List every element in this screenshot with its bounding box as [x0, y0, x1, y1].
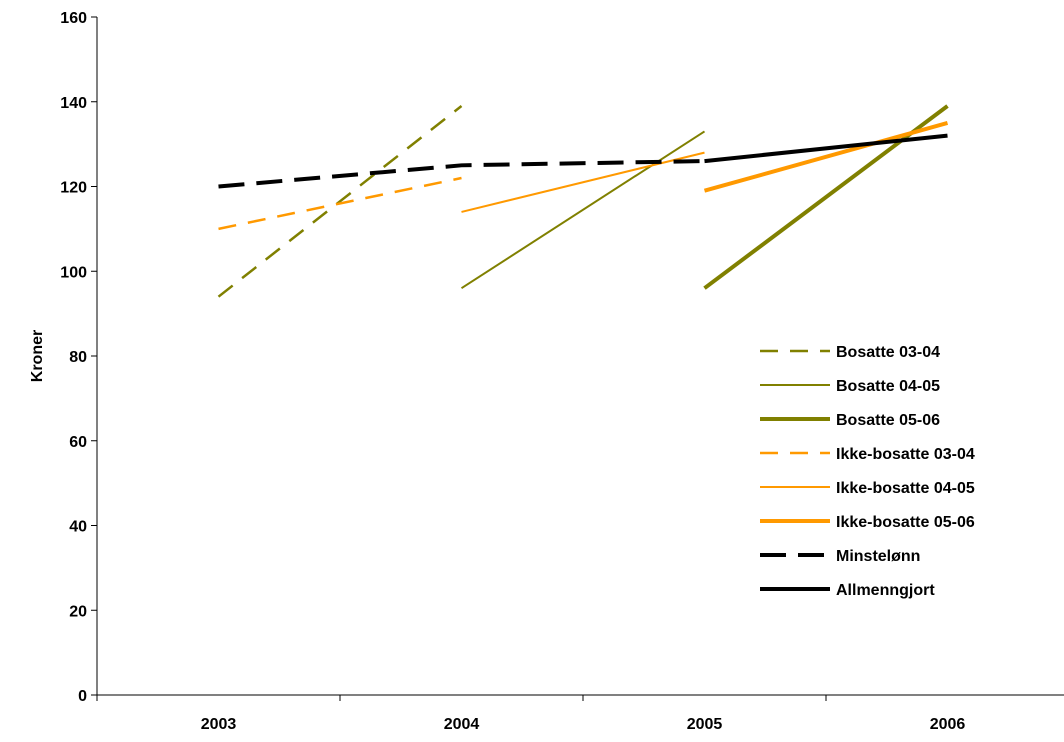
- y-tick-label: 100: [60, 264, 87, 281]
- series-line-1: [217, 105, 463, 298]
- series-line-7: [218, 159, 705, 189]
- legend-label: Bosatte 04-05: [836, 378, 940, 395]
- y-axis-title: Kroner: [29, 330, 46, 382]
- series-line-2: [460, 130, 706, 290]
- legend: Bosatte 03-04 Bosatte 04-05 Bosatte 05-06 I…: [760, 344, 975, 599]
- y-tick-label: 0: [78, 688, 87, 705]
- legend-label: Ikke-bosatte 04-05: [836, 480, 975, 497]
- x-tick-label: 2003: [201, 716, 237, 733]
- legend-label: Minstelønn: [836, 548, 920, 565]
- series-line-6: [703, 121, 949, 193]
- series-line-3: [703, 104, 949, 290]
- y-tick-label: 120: [60, 180, 87, 197]
- legend-label: Allmenngjort: [836, 582, 935, 599]
- axes: 0 20 40 60 80 100 120 140 160 2003 2004 2005 2006: [60, 10, 1064, 733]
- legend-label: Bosatte 05-06: [836, 412, 940, 429]
- x-tick-label: 2005: [687, 716, 723, 733]
- y-tick-label: 20: [69, 603, 87, 620]
- y-tick-label: 40: [69, 519, 87, 536]
- series-lines: [217, 104, 949, 298]
- series-line-8: [704, 133, 948, 164]
- legend-label: Ikke-bosatte 05-06: [836, 514, 975, 531]
- y-tick-label: 80: [69, 349, 87, 366]
- series-line-5: [461, 151, 705, 213]
- y-tick-label: 160: [60, 10, 87, 27]
- legend-label: Bosatte 03-04: [836, 344, 940, 361]
- x-tick-label: 2004: [444, 716, 480, 733]
- y-tick-label: 60: [69, 434, 87, 451]
- series-line-4: [218, 176, 462, 231]
- y-tick-label: 140: [60, 95, 87, 112]
- legend-label: Ikke-bosatte 03-04: [836, 446, 975, 463]
- x-tick-label: 2006: [930, 716, 966, 733]
